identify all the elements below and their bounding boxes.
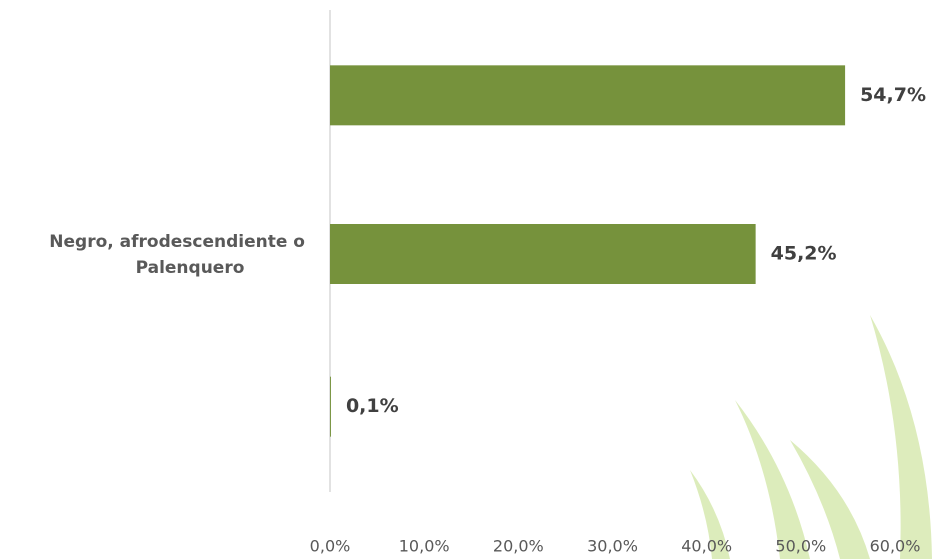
value-label: 45,2%: [771, 243, 837, 265]
value-label: 0,1%: [346, 395, 399, 417]
y-tick-label: Negro, afrodescendiente o Palenquero: [49, 232, 305, 278]
x-tick-label: 30,0%: [587, 537, 638, 556]
value-label: 54,7%: [860, 84, 926, 106]
x-tick-label: 50,0%: [775, 537, 826, 556]
x-tick-label: 0,0%: [310, 537, 351, 556]
bar: [330, 376, 331, 437]
x-tick-label: 60,0%: [870, 537, 921, 556]
bar: [330, 65, 846, 126]
bar: [330, 224, 756, 284]
x-tick-label: 20,0%: [493, 537, 544, 556]
x-tick-label: 40,0%: [681, 537, 732, 556]
x-tick-label: 10,0%: [399, 537, 450, 556]
grass-decoration: [690, 315, 932, 559]
